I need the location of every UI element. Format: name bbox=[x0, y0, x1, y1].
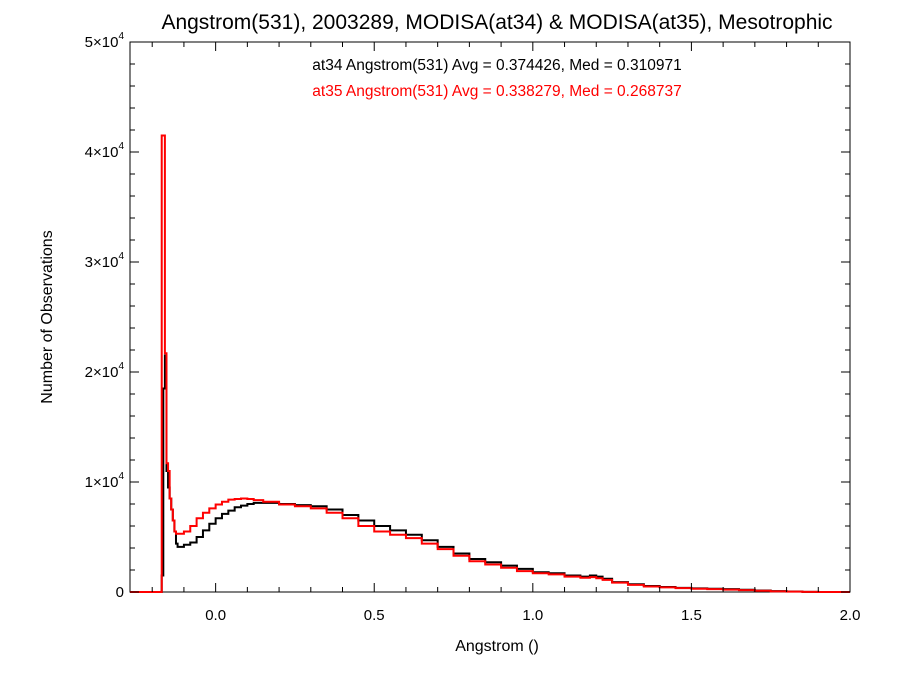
plot-frame bbox=[129, 41, 851, 593]
y-tick-label: 5×104 bbox=[85, 31, 125, 51]
x-tick-label: 1.5 bbox=[681, 607, 702, 624]
chart-title: Angstrom(531), 2003289, MODISA(at34) & M… bbox=[161, 11, 832, 34]
series-at34-line bbox=[130, 354, 850, 593]
y-tick-label: 2×104 bbox=[85, 361, 125, 381]
x-tick-label: 1.0 bbox=[522, 607, 543, 624]
series-layer bbox=[130, 134, 850, 593]
ticks-layer: 0.0 0.5 1.0 1.5 2.0 0 1×104 2×104 3×104 4×104 5×10… bbox=[85, 31, 861, 624]
annotation-at35-stats: at35 Angstrom(531) Avg = 0.338279, Med =… bbox=[312, 83, 681, 100]
y-axis-label: Number of Observations bbox=[39, 230, 56, 403]
x-axis-label: Angstrom () bbox=[455, 638, 539, 655]
y-tick-label: 3×104 bbox=[85, 251, 125, 271]
x-tick-label: 0.5 bbox=[364, 607, 385, 624]
x-tick-label: 2.0 bbox=[840, 607, 861, 624]
x-tick-label: 0.0 bbox=[205, 607, 226, 624]
y-tick-label: 0 bbox=[116, 584, 124, 601]
y-tick-label: 4×104 bbox=[85, 141, 125, 161]
annotation-at34-stats: at34 Angstrom(531) Avg = 0.374426, Med =… bbox=[312, 57, 681, 74]
series-at35-line bbox=[130, 134, 850, 593]
y-tick-label: 1×104 bbox=[85, 471, 125, 491]
